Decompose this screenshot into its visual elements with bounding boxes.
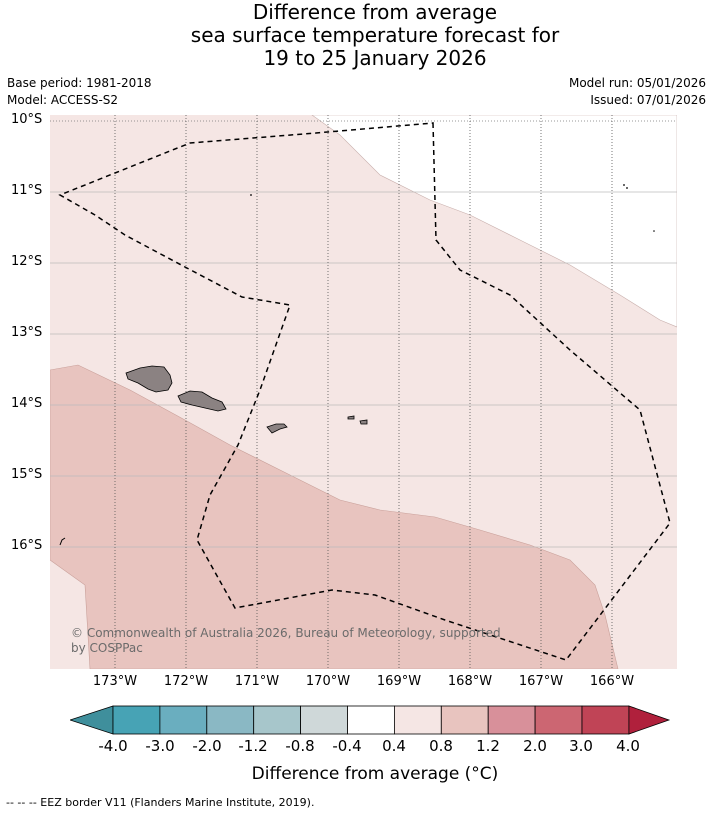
- cb-label-m1-2: -1.2: [238, 737, 268, 755]
- colorbar-segment: [487, 705, 536, 735]
- colorbar-segment: [393, 705, 442, 735]
- copyright-notice: © Commonwealth of Australia 2026, Bureau…: [71, 626, 501, 655]
- colorbar: [70, 705, 671, 735]
- cb-label-m0-4: -0.4: [332, 737, 362, 755]
- lat-label-13s: 13°S: [11, 325, 43, 340]
- lon-label-169w: 169°W: [376, 674, 422, 689]
- colorbar-title: Difference from average (°C): [251, 764, 499, 784]
- lat-label-12s: 12°S: [11, 254, 43, 269]
- model-run: Model run: 05/01/2026: [568, 76, 706, 90]
- ocean-band-0-8-1-2: [50, 364, 619, 669]
- lon-label-170w: 170°W: [305, 674, 351, 689]
- title-line-1: Difference from average: [252, 0, 498, 24]
- colorbar-segment: [581, 705, 630, 735]
- lat-gridlines: [50, 120, 677, 548]
- cb-label-m3-0: -3.0: [145, 737, 175, 755]
- island-savaii: [125, 365, 173, 393]
- base-period: Base period: 1981-2018: [7, 76, 152, 90]
- lat-label-10s: 10°S: [11, 112, 43, 127]
- island-upolu: [177, 390, 227, 412]
- cb-label-3-0: 3.0: [569, 737, 593, 755]
- colorbar-segment: [206, 705, 255, 735]
- colorbar-segment: [534, 705, 583, 735]
- island-manua: [347, 415, 368, 425]
- sst-map: [50, 115, 677, 669]
- colorbar-segment: [300, 705, 348, 735]
- island-small-3: [626, 187, 628, 189]
- cb-label-2-0: 2.0: [523, 737, 547, 755]
- colorbar-extend-high: [628, 705, 671, 735]
- colorbar-segment: [347, 705, 395, 735]
- cb-label-4-0: 4.0: [616, 737, 640, 755]
- cb-label-m0-8: -0.8: [285, 737, 315, 755]
- model-name: Model: ACCESS-S2: [7, 93, 119, 107]
- eez-legend-footer: -- -- -- EEZ border V11 (Flanders Marine…: [6, 796, 315, 809]
- colorbar-segment: [159, 705, 208, 735]
- colorbar-segment: [440, 705, 489, 735]
- cb-label-m2-0: -2.0: [192, 737, 222, 755]
- island-small-1: [250, 194, 252, 196]
- ocean-band-neutral: [311, 115, 677, 328]
- lon-label-168w: 168°W: [447, 674, 493, 689]
- lon-label-172w: 172°W: [163, 674, 209, 689]
- colorbar-segment: [112, 705, 161, 735]
- cb-label-0-8: 0.8: [429, 737, 453, 755]
- island-small-2: [623, 184, 625, 186]
- island-small-4: [653, 230, 655, 232]
- cb-label-1-2: 1.2: [476, 737, 500, 755]
- cb-label-m4-0: -4.0: [98, 737, 128, 755]
- lat-label-16s: 16°S: [11, 538, 43, 553]
- lon-label-166w: 166°W: [589, 674, 635, 689]
- title-line-2: sea surface temperature forecast for: [190, 23, 560, 47]
- title-line-3: 19 to 25 January 2026: [263, 46, 487, 70]
- lat-label-11s: 11°S: [11, 183, 43, 198]
- lat-label-15s: 15°S: [11, 467, 43, 482]
- lon-gridlines: [114, 115, 613, 669]
- lon-label-171w: 171°W: [234, 674, 280, 689]
- island-small-5: [59, 537, 66, 546]
- lat-label-14s: 14°S: [11, 396, 43, 411]
- colorbar-segment: [253, 705, 301, 735]
- lon-label-173w: 173°W: [92, 674, 138, 689]
- issued-date: Issued: 07/01/2026: [590, 93, 706, 107]
- colorbar-extend-low: [70, 705, 114, 735]
- eez-border: [58, 122, 671, 661]
- cb-label-0-4: 0.4: [382, 737, 406, 755]
- island-tutuila: [266, 423, 288, 434]
- lon-label-167w: 167°W: [518, 674, 564, 689]
